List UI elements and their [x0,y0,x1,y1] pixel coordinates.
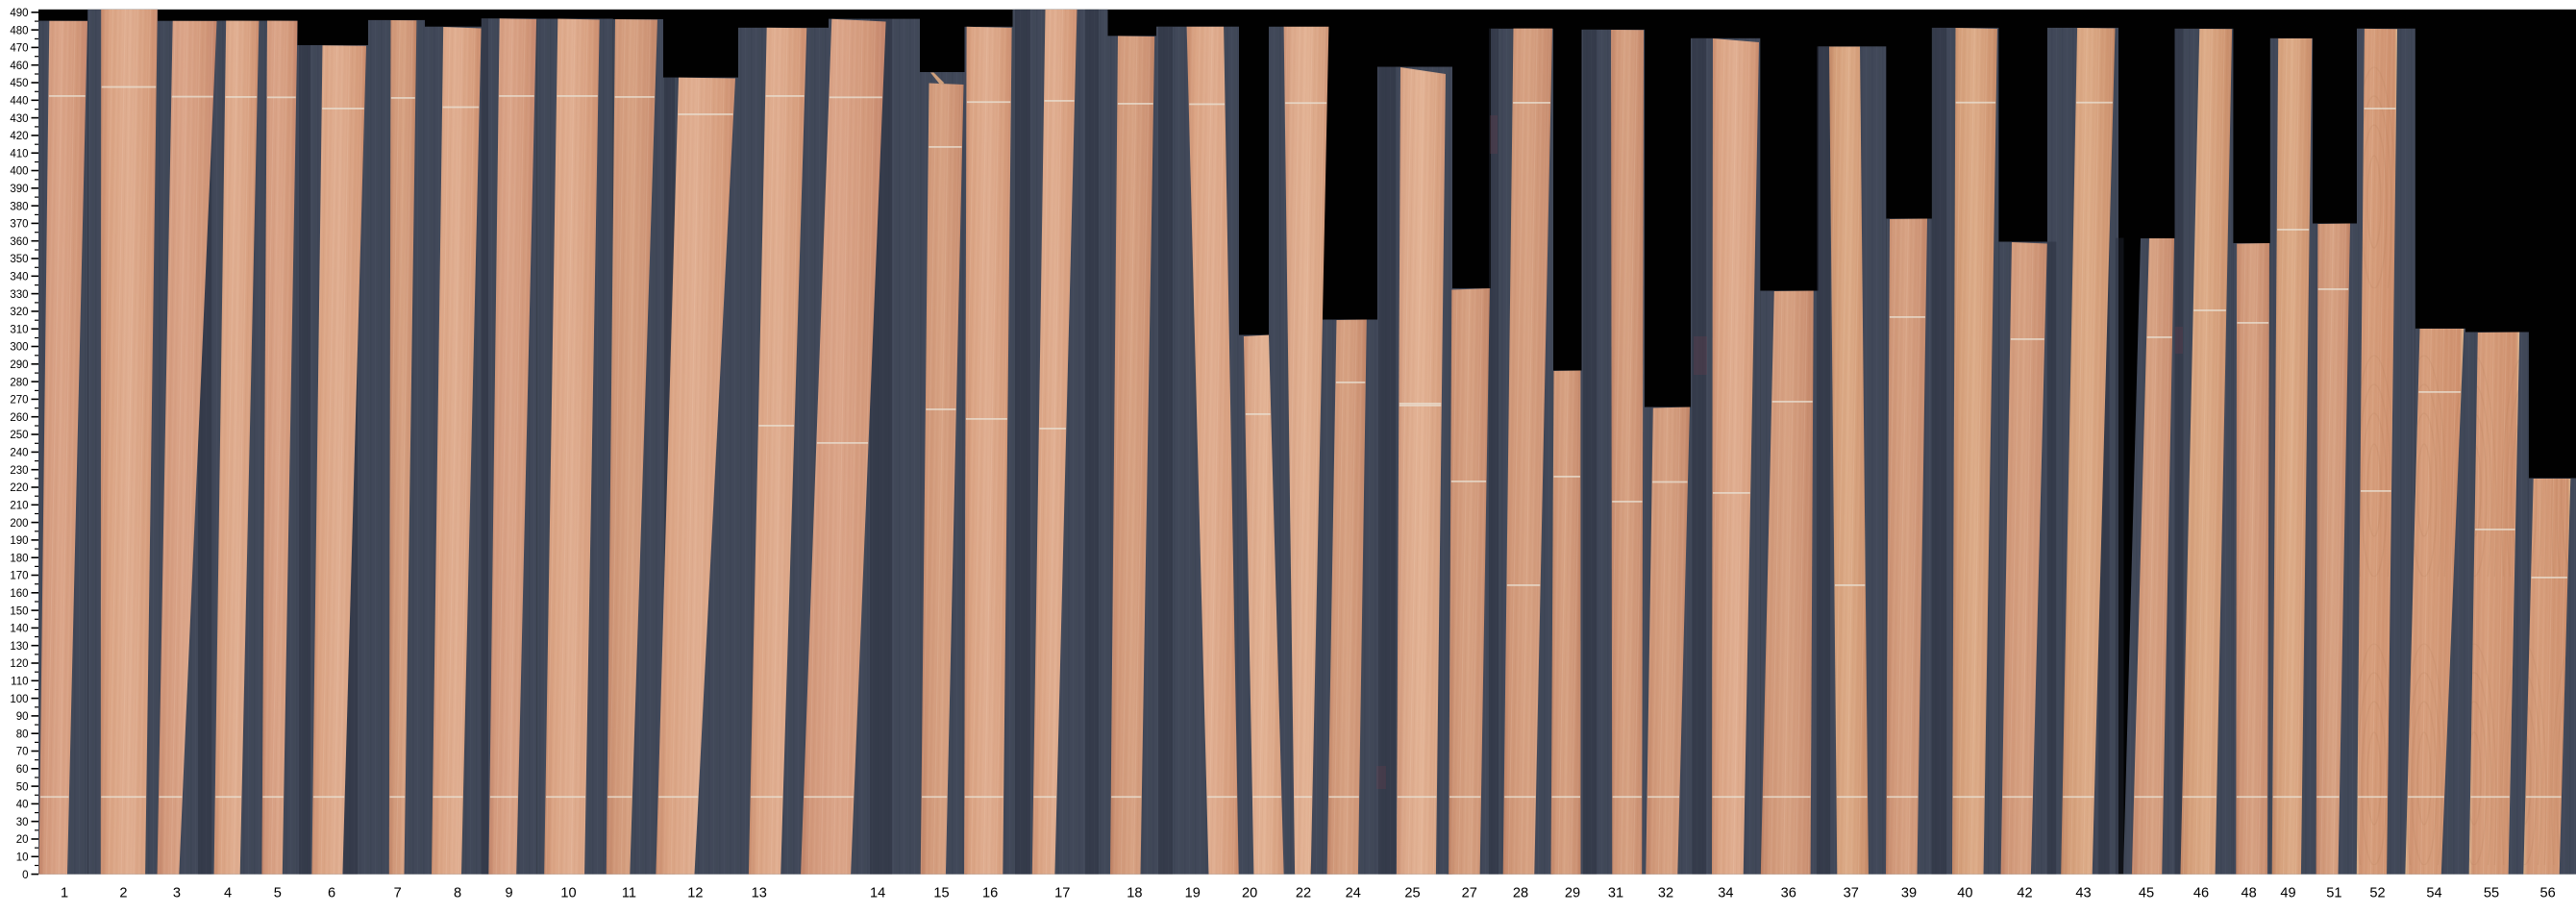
svg-text:20: 20 [16,834,29,846]
svg-text:52: 52 [2369,886,2385,901]
svg-text:5: 5 [274,886,282,901]
svg-text:56: 56 [2539,886,2555,901]
svg-text:300: 300 [10,342,28,354]
svg-text:42: 42 [2017,886,2032,901]
svg-text:350: 350 [10,254,28,265]
svg-text:8: 8 [454,886,461,901]
svg-text:270: 270 [10,395,28,407]
svg-text:410: 410 [10,148,28,160]
svg-text:2: 2 [119,886,127,901]
svg-text:140: 140 [10,624,28,635]
svg-text:4: 4 [224,886,232,901]
svg-text:1: 1 [61,886,68,901]
svg-text:430: 430 [10,113,28,125]
svg-text:360: 360 [10,236,28,248]
svg-text:36: 36 [1781,886,1796,901]
svg-text:20: 20 [1242,886,1257,901]
svg-text:480: 480 [10,25,28,37]
svg-text:7: 7 [394,886,402,901]
svg-text:210: 210 [10,501,28,512]
svg-text:6: 6 [328,886,335,901]
svg-text:320: 320 [10,307,28,318]
svg-text:13: 13 [752,886,767,901]
svg-text:190: 190 [10,535,28,547]
svg-text:150: 150 [10,605,28,617]
svg-text:10: 10 [16,852,29,864]
svg-text:170: 170 [10,571,28,582]
svg-text:160: 160 [10,588,28,600]
svg-text:50: 50 [16,781,29,793]
svg-text:200: 200 [10,518,28,530]
svg-text:15: 15 [933,886,949,901]
svg-text:420: 420 [10,131,28,142]
svg-text:17: 17 [1054,886,1070,901]
svg-text:46: 46 [2193,886,2209,901]
svg-text:310: 310 [10,324,28,335]
svg-text:34: 34 [1718,886,1733,901]
svg-text:24: 24 [1346,886,1361,901]
svg-text:260: 260 [10,412,28,424]
svg-text:280: 280 [10,377,28,388]
svg-text:40: 40 [16,800,29,811]
svg-text:27: 27 [1462,886,1477,901]
svg-text:16: 16 [982,886,998,901]
svg-text:54: 54 [2426,886,2441,901]
svg-text:55: 55 [2484,886,2499,901]
svg-text:11: 11 [622,886,636,901]
svg-text:240: 240 [10,448,28,459]
svg-text:110: 110 [11,677,28,688]
svg-text:32: 32 [1658,886,1673,901]
svg-text:380: 380 [10,201,28,212]
svg-text:60: 60 [16,764,29,776]
svg-text:490: 490 [10,8,28,19]
svg-text:31: 31 [1608,886,1623,901]
svg-text:340: 340 [10,272,28,284]
svg-text:370: 370 [10,219,28,231]
svg-text:3: 3 [173,886,181,901]
svg-text:49: 49 [2280,886,2295,901]
svg-text:37: 37 [1844,886,1859,901]
svg-text:450: 450 [10,78,28,89]
svg-text:100: 100 [10,694,28,705]
svg-text:45: 45 [2139,886,2154,901]
svg-text:460: 460 [10,61,28,72]
svg-text:230: 230 [10,465,28,477]
svg-text:19: 19 [1185,886,1201,901]
svg-text:390: 390 [10,184,28,195]
svg-text:80: 80 [16,728,29,740]
svg-text:18: 18 [1127,886,1142,901]
svg-text:290: 290 [10,359,28,371]
svg-text:51: 51 [2326,886,2341,901]
svg-text:120: 120 [10,658,28,670]
svg-text:250: 250 [10,430,28,441]
svg-text:9: 9 [505,886,512,901]
svg-text:10: 10 [560,886,576,901]
svg-text:12: 12 [687,886,703,901]
svg-text:43: 43 [2075,886,2091,901]
svg-text:400: 400 [10,166,28,178]
svg-text:180: 180 [10,553,28,564]
svg-text:39: 39 [1901,886,1917,901]
svg-text:40: 40 [1957,886,1972,901]
svg-text:0: 0 [22,870,28,881]
svg-text:22: 22 [1296,886,1311,901]
svg-text:90: 90 [16,711,29,723]
svg-text:470: 470 [10,43,28,55]
svg-text:48: 48 [2241,886,2256,901]
svg-text:440: 440 [10,96,28,108]
svg-text:130: 130 [10,641,28,653]
svg-text:14: 14 [870,886,885,901]
svg-text:28: 28 [1513,886,1528,901]
svg-text:25: 25 [1404,886,1420,901]
svg-text:220: 220 [10,482,28,494]
svg-text:330: 330 [10,289,28,301]
svg-text:29: 29 [1565,886,1580,901]
svg-text:30: 30 [16,817,29,828]
svg-text:70: 70 [16,747,29,758]
